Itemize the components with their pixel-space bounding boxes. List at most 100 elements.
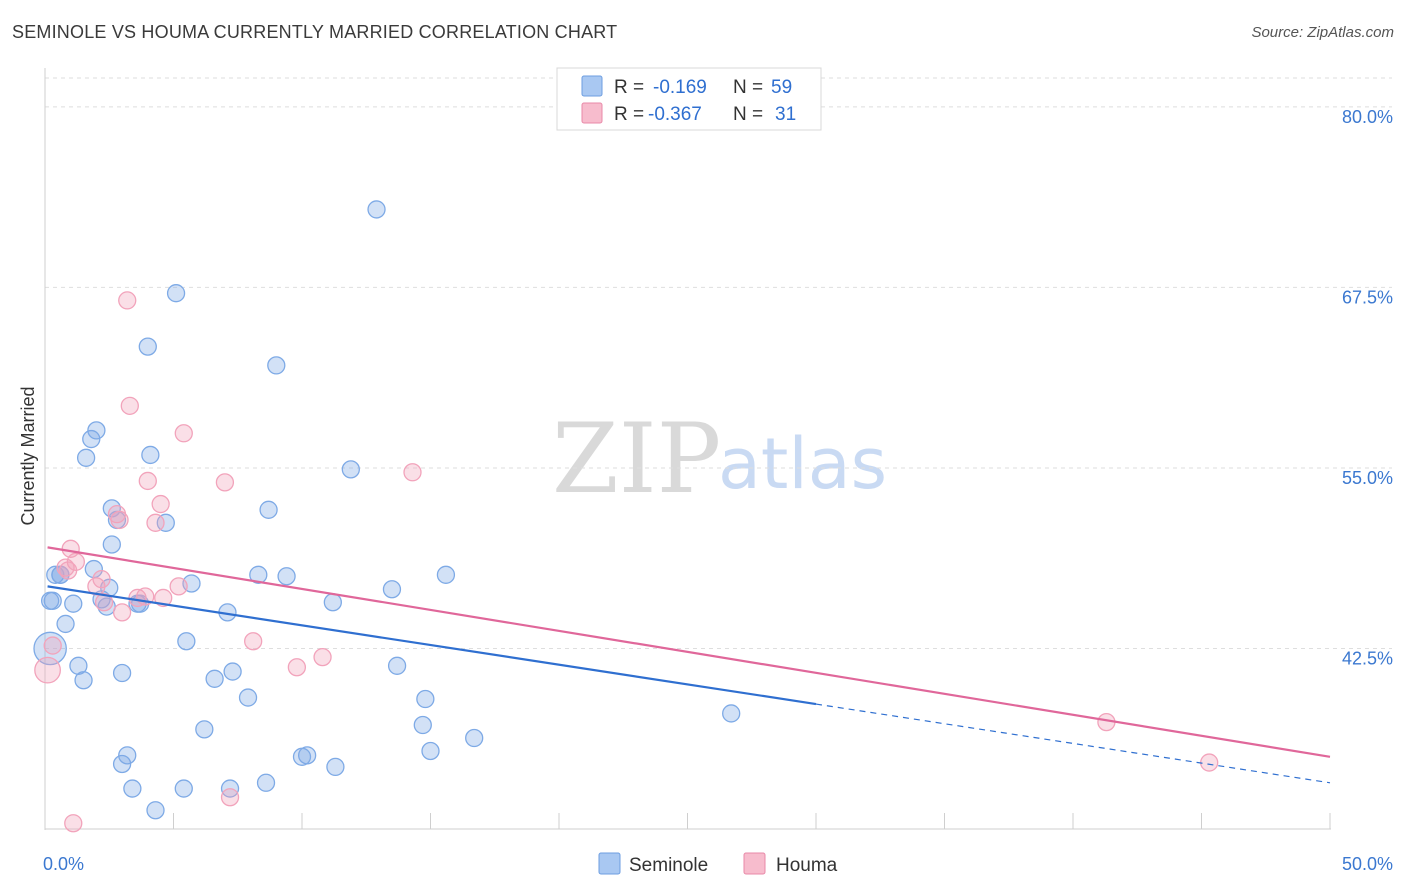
y-tick-label: 55.0% [1342, 468, 1393, 488]
point-seminole [436, 565, 456, 584]
point-seminole [387, 656, 407, 675]
legend-n-label-houma: N = [733, 104, 763, 125]
point-seminole [722, 704, 741, 723]
source-label: Source: ZipAtlas.com [1251, 24, 1394, 41]
chart-title: SEMINOLE VS HOUMA CURRENTLY MARRIED CORR… [12, 22, 618, 42]
point-seminole [82, 429, 101, 449]
point-houma [43, 636, 62, 655]
legend-n-value-houma: 31 [775, 104, 796, 125]
point-houma [92, 569, 111, 589]
point-seminole [249, 565, 268, 584]
legend-r-label-houma: R = [614, 104, 644, 125]
point-houma [220, 788, 240, 807]
legend-swatch-seminole [581, 75, 603, 97]
point-seminole [416, 689, 435, 709]
point-seminole [174, 779, 193, 798]
point-seminole [123, 779, 142, 798]
point-seminole [76, 448, 96, 467]
point-houma [174, 424, 193, 443]
series-seminole [33, 200, 741, 820]
y-axis-label: Currently Married [18, 386, 38, 525]
point-seminole [138, 337, 157, 356]
gridlines [45, 77, 1392, 649]
series-legend: Seminole Houma [598, 852, 838, 876]
point-seminole [118, 746, 137, 765]
bottom-legend-swatch-houma [743, 852, 766, 875]
legend-n-label-seminole: N = [733, 77, 763, 98]
point-seminole [382, 580, 402, 599]
point-houma [287, 658, 307, 677]
point-houma [112, 603, 132, 622]
point-houma [1200, 753, 1219, 772]
bottom-legend-label-houma: Houma [776, 855, 838, 876]
point-seminole [205, 669, 224, 688]
point-seminole [326, 757, 345, 777]
trend-lines [47, 546, 1331, 784]
point-seminole [465, 728, 484, 748]
point-houma [151, 494, 170, 514]
point-seminole [256, 773, 276, 792]
trendline-extension-seminole [815, 703, 1331, 784]
legend-r-label-seminole: R = [614, 77, 644, 98]
point-seminole [102, 535, 121, 554]
point-seminole [223, 662, 242, 681]
point-seminole [56, 614, 75, 634]
point-seminole [413, 715, 432, 735]
point-seminole [43, 591, 62, 610]
point-seminole [74, 671, 93, 690]
legend-swatch-houma [581, 102, 603, 124]
point-seminole [156, 513, 175, 532]
point-houma [64, 814, 83, 833]
point-houma [154, 588, 173, 608]
point-seminole [323, 593, 342, 612]
tick-labels: 42.5% 55.0% 67.5% 80.0% 0.0% 50.0% [43, 107, 1393, 874]
point-seminole [421, 741, 440, 761]
legend-r-value-seminole: -0.169 [653, 77, 707, 98]
point-seminole [267, 356, 286, 375]
point-seminole [33, 631, 67, 666]
point-seminole [341, 460, 360, 479]
point-seminole [277, 567, 296, 586]
trendline-houma [47, 546, 1331, 758]
point-houma [403, 463, 422, 482]
point-seminole [87, 421, 106, 440]
point-houma [120, 396, 139, 415]
point-houma [138, 471, 157, 491]
point-houma [169, 577, 188, 596]
point-houma [56, 558, 75, 577]
legend-r-value-houma: -0.367 [648, 104, 702, 125]
point-houma [313, 647, 332, 667]
point-seminole [238, 688, 258, 707]
point-seminole [112, 663, 132, 683]
watermark-zip: ZIP [552, 403, 721, 515]
point-seminole [195, 720, 214, 739]
point-houma [146, 513, 165, 532]
point-seminole [259, 500, 278, 519]
trendline-seminole [47, 585, 817, 706]
point-houma [94, 593, 114, 612]
legend-n-value-seminole: 59 [771, 77, 792, 98]
series-houma [34, 291, 1219, 833]
point-seminole [177, 632, 196, 651]
point-seminole [112, 754, 132, 774]
bottom-legend-swatch-seminole [598, 852, 621, 875]
axes [44, 68, 1331, 830]
x-tick-label-min: 0.0% [43, 854, 84, 874]
point-houma [58, 561, 78, 580]
x-tick-label-max: 50.0% [1342, 854, 1393, 874]
y-tick-label: 42.5% [1342, 648, 1393, 668]
point-houma [118, 291, 137, 310]
point-seminole [367, 200, 386, 219]
correlation-legend: R = -0.169 N = 59 R = -0.367 N = 31 [556, 67, 822, 131]
point-houma [244, 632, 263, 651]
watermark-atlas: atlas [718, 423, 887, 505]
point-houma [215, 473, 235, 492]
bottom-legend-label-seminole: Seminole [629, 855, 708, 876]
point-seminole [141, 445, 160, 465]
y-tick-label: 80.0% [1342, 107, 1393, 127]
point-seminole [166, 284, 186, 303]
point-seminole [292, 747, 312, 766]
point-seminole [146, 801, 165, 820]
y-tick-label: 67.5% [1342, 287, 1393, 307]
point-houma [34, 656, 61, 684]
